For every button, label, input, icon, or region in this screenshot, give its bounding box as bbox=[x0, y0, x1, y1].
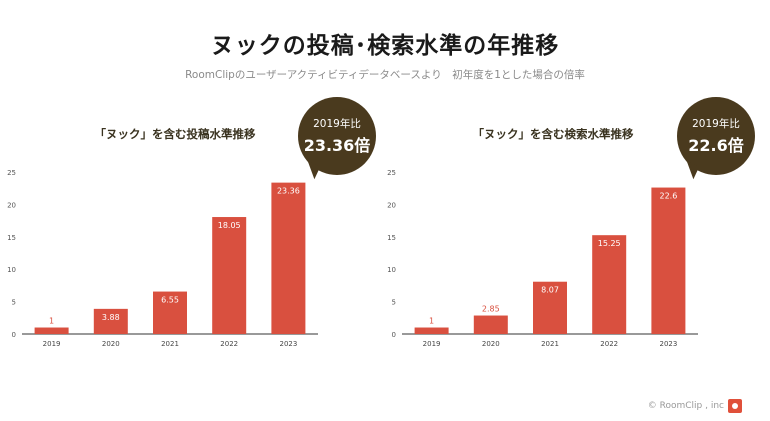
y-tick-label: 25 bbox=[387, 169, 396, 177]
bar-2019 bbox=[34, 327, 69, 334]
bar-2023 bbox=[271, 182, 306, 334]
ratio-badge-label: 2019年比 bbox=[313, 118, 361, 130]
bar-value-label: 22.6 bbox=[659, 192, 677, 201]
page-subtitle: RoomClipのユーザーアクティビティデータベースより 初年度を1とした場合の… bbox=[185, 69, 585, 81]
y-tick-label: 5 bbox=[392, 299, 396, 307]
y-tick-label: 20 bbox=[7, 201, 16, 209]
bar-2022 bbox=[212, 217, 247, 334]
x-tick-label: 2021 bbox=[541, 340, 559, 348]
bar-value-label: 6.55 bbox=[161, 296, 179, 305]
bar-value-label: 3.88 bbox=[102, 313, 120, 322]
ratio-badge-posts: 2019年比 23.36倍 bbox=[298, 97, 376, 175]
bar-value-label: 18.05 bbox=[218, 221, 241, 230]
bar-2019 bbox=[414, 327, 449, 334]
y-tick-label: 15 bbox=[387, 234, 396, 242]
y-tick-label: 5 bbox=[12, 299, 16, 307]
posts-bar-chart: 0 5 10 15 20 25 1 2019 3.88 2020 6.55 2021 18.05 2022… bbox=[7, 169, 318, 348]
footer: © RoomClip , inc bbox=[648, 399, 742, 413]
x-tick-label: 2020 bbox=[482, 340, 500, 348]
bar-value-label: 23.36 bbox=[277, 187, 300, 196]
bar-value-label: 2.85 bbox=[482, 305, 500, 314]
y-tick-label: 20 bbox=[387, 201, 396, 209]
x-tick-label: 2021 bbox=[161, 340, 179, 348]
copyright-text: © RoomClip , inc bbox=[647, 401, 724, 411]
y-tick-label: 25 bbox=[7, 169, 16, 177]
bar-2021 bbox=[153, 291, 187, 334]
ratio-badge-value: 23.36倍 bbox=[303, 136, 371, 155]
y-tick-label: 0 bbox=[392, 331, 396, 339]
ratio-badge-label: 2019年比 bbox=[692, 118, 740, 130]
bar-value-label: 1 bbox=[49, 317, 54, 326]
bar-value-label: 15.25 bbox=[598, 239, 621, 248]
roomclip-logo-icon bbox=[728, 399, 742, 413]
bar-2022 bbox=[592, 235, 627, 334]
chart-title-searches: 「ヌック」を含む検索水準推移 bbox=[472, 127, 634, 141]
searches-bar-chart: 0 5 10 15 20 25 1 2019 2.85 2020 8.07 2021 15.25 2022… bbox=[387, 169, 698, 348]
y-tick-label: 10 bbox=[387, 266, 396, 274]
y-tick-label: 0 bbox=[12, 331, 16, 339]
x-tick-label: 2023 bbox=[659, 340, 677, 348]
bar-2020 bbox=[93, 308, 128, 334]
bar-2020 bbox=[473, 315, 508, 334]
x-tick-label: 2022 bbox=[220, 340, 238, 348]
chart-title-posts: 「ヌック」を含む投稿水準推移 bbox=[94, 127, 256, 141]
x-tick-label: 2020 bbox=[102, 340, 120, 348]
y-tick-label: 10 bbox=[7, 266, 16, 274]
x-tick-label: 2019 bbox=[423, 340, 441, 348]
x-tick-label: 2023 bbox=[279, 340, 297, 348]
bar-2023 bbox=[651, 187, 686, 334]
ratio-badge-searches: 2019年比 22.6倍 bbox=[677, 97, 755, 175]
bar-value-label: 8.07 bbox=[541, 286, 559, 295]
page-title: ヌックの投稿･検索水準の年推移 bbox=[210, 33, 560, 59]
x-tick-label: 2019 bbox=[43, 340, 61, 348]
y-tick-label: 15 bbox=[7, 234, 16, 242]
bar-2021 bbox=[533, 281, 567, 334]
ratio-badge-value: 22.6倍 bbox=[688, 136, 744, 155]
x-tick-label: 2022 bbox=[600, 340, 618, 348]
bar-value-label: 1 bbox=[429, 317, 434, 326]
